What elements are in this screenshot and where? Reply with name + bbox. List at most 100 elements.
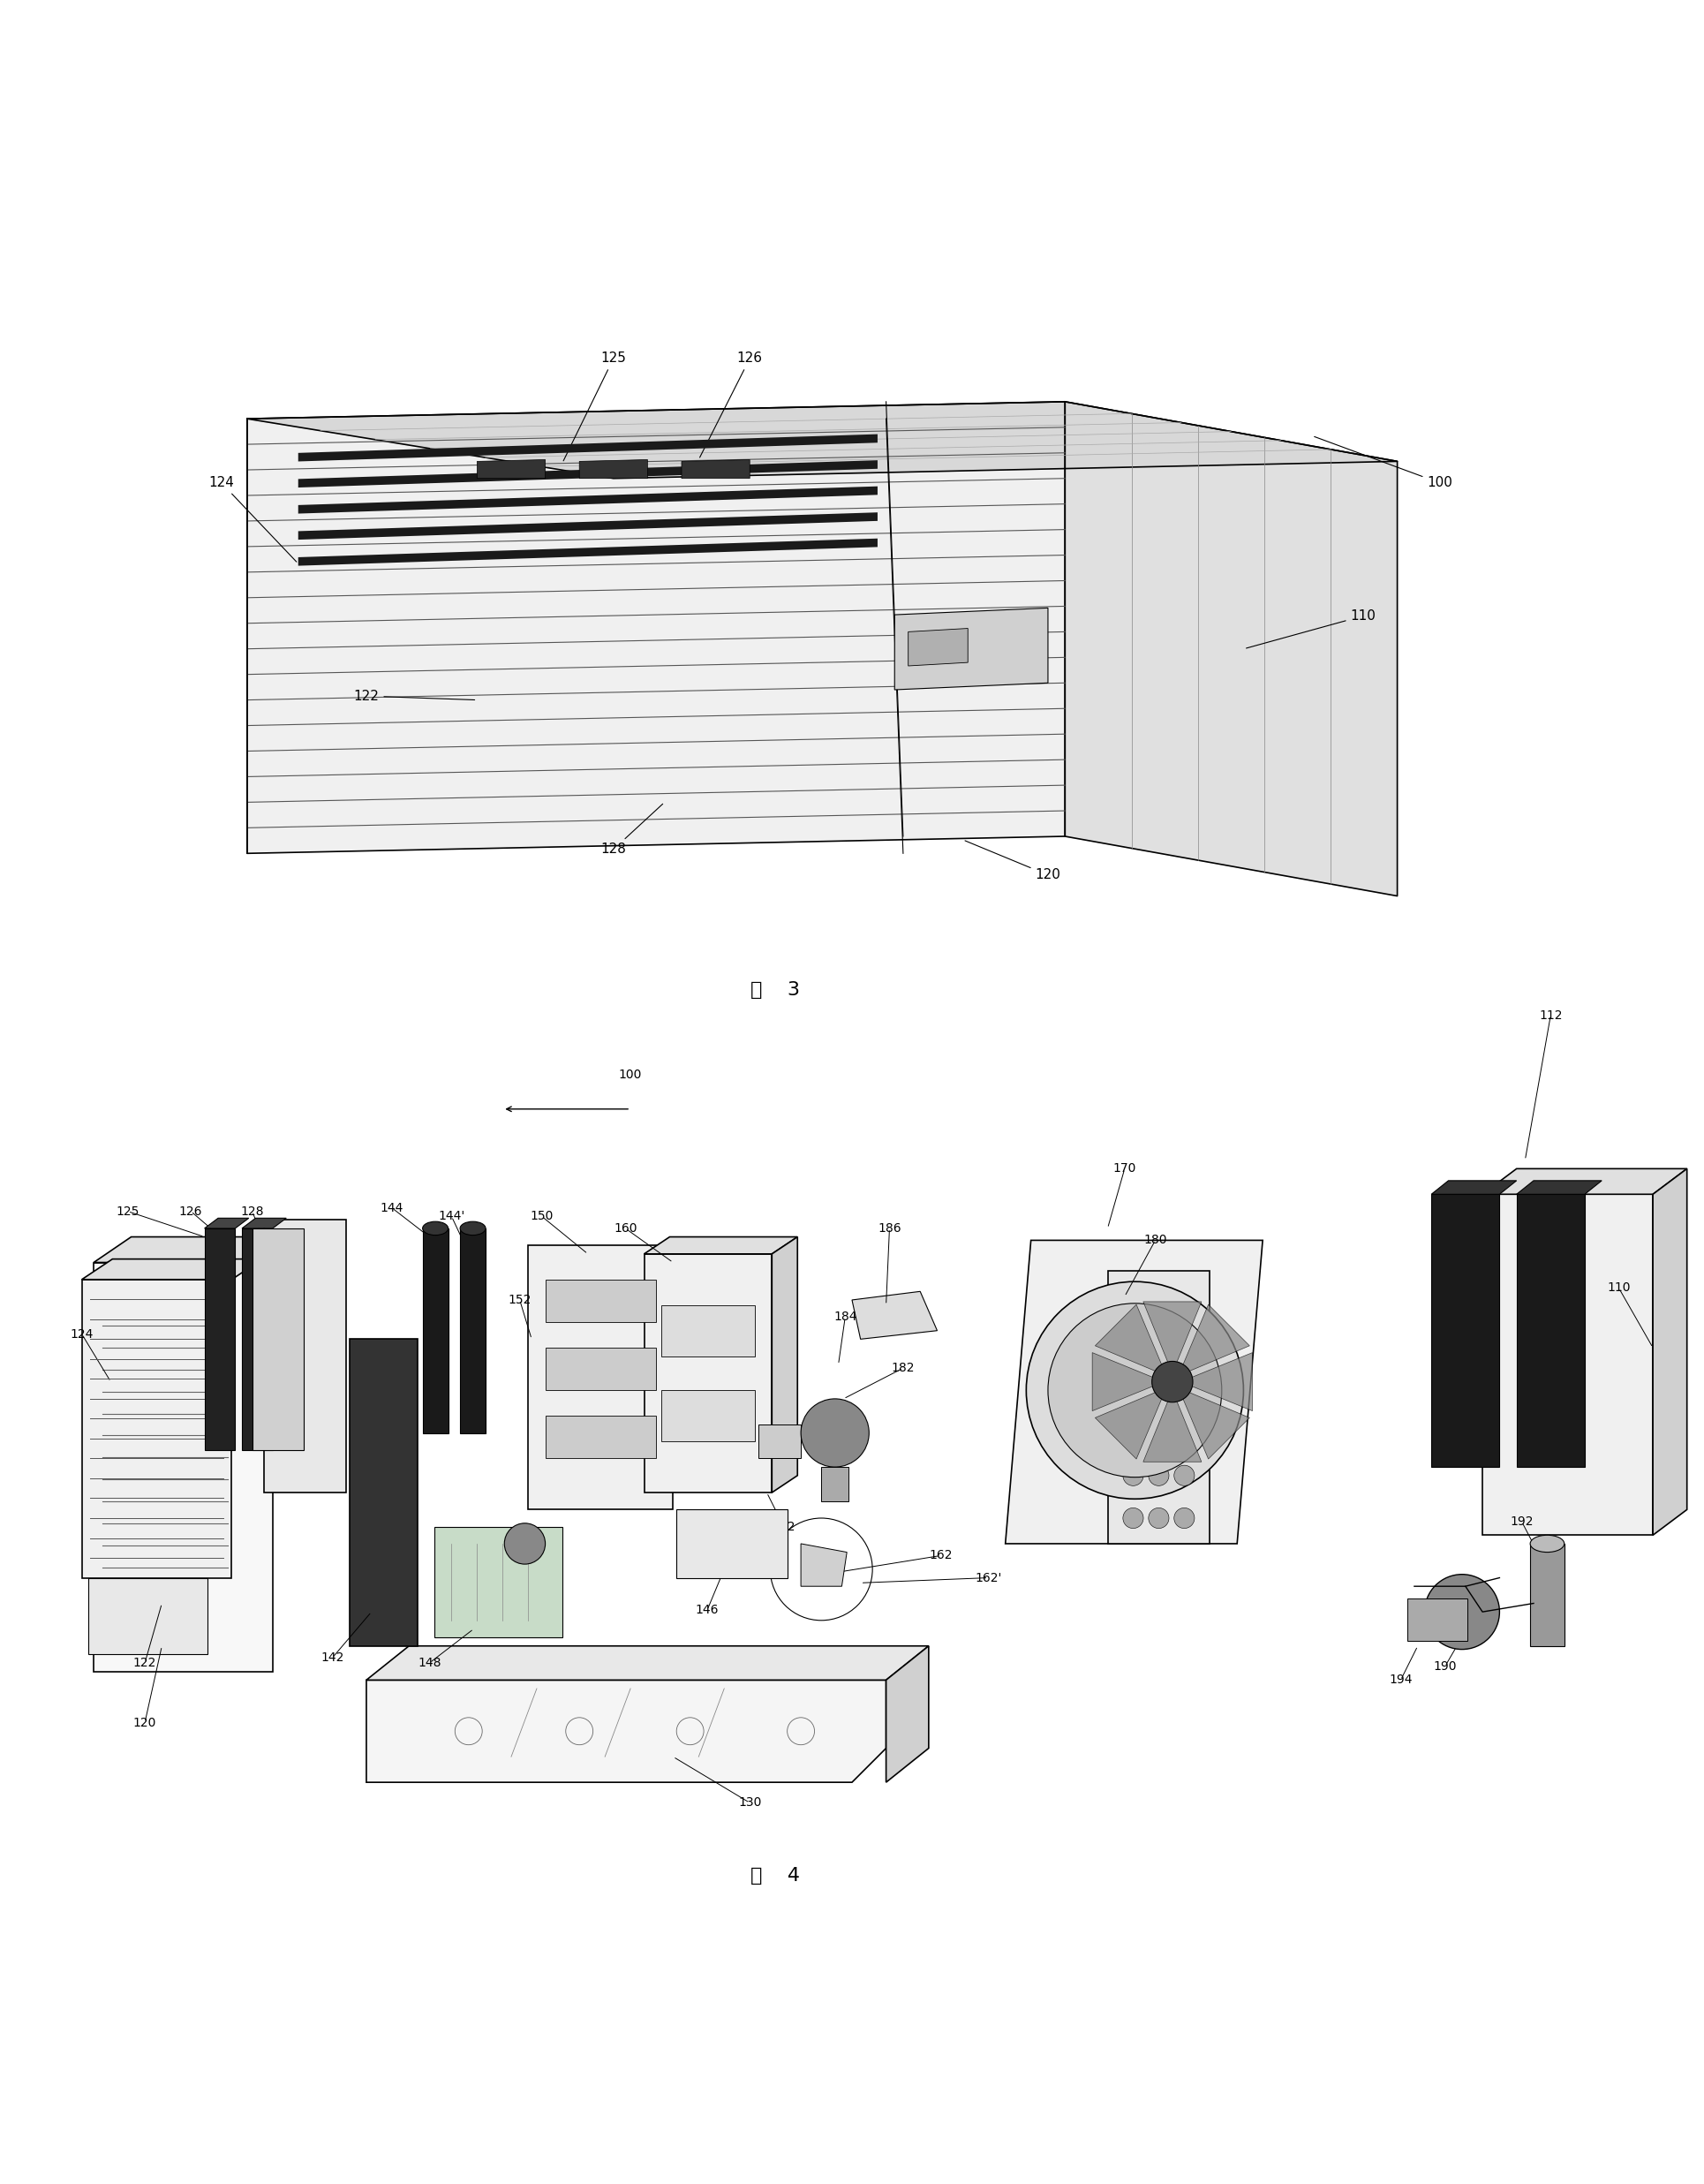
Polygon shape xyxy=(661,1391,755,1441)
Text: 120: 120 xyxy=(964,841,1060,882)
Polygon shape xyxy=(435,1527,562,1638)
Polygon shape xyxy=(1482,1168,1687,1195)
Polygon shape xyxy=(204,1227,235,1450)
Text: 162': 162' xyxy=(975,1572,1002,1583)
Circle shape xyxy=(1123,1380,1143,1400)
Circle shape xyxy=(1148,1422,1169,1444)
Polygon shape xyxy=(94,1236,310,1262)
Circle shape xyxy=(1048,1304,1222,1476)
Text: 162: 162 xyxy=(772,1520,796,1533)
Polygon shape xyxy=(298,487,878,513)
Text: 190: 190 xyxy=(1433,1660,1457,1673)
Polygon shape xyxy=(204,1219,249,1227)
Circle shape xyxy=(1123,1337,1143,1358)
Circle shape xyxy=(1425,1575,1500,1649)
Polygon shape xyxy=(1517,1182,1602,1195)
Polygon shape xyxy=(644,1236,797,1254)
Polygon shape xyxy=(247,402,1065,854)
Polygon shape xyxy=(298,435,878,461)
Polygon shape xyxy=(82,1280,232,1577)
Text: 144': 144' xyxy=(438,1210,465,1223)
Text: 182: 182 xyxy=(891,1363,915,1374)
Text: 146: 146 xyxy=(695,1603,719,1616)
Polygon shape xyxy=(1179,1387,1249,1459)
Circle shape xyxy=(1174,1507,1195,1529)
Text: 126: 126 xyxy=(179,1206,203,1216)
Text: 124: 124 xyxy=(70,1328,94,1341)
Polygon shape xyxy=(298,461,878,487)
Circle shape xyxy=(801,1398,869,1468)
Text: 122: 122 xyxy=(354,690,475,703)
Polygon shape xyxy=(661,1306,755,1356)
Polygon shape xyxy=(801,1544,847,1586)
Polygon shape xyxy=(1092,1352,1164,1411)
Text: 128: 128 xyxy=(240,1206,264,1216)
Polygon shape xyxy=(528,1245,673,1509)
Polygon shape xyxy=(1143,1391,1201,1461)
Polygon shape xyxy=(821,1468,849,1500)
Text: 100: 100 xyxy=(619,1068,642,1081)
Polygon shape xyxy=(1653,1168,1687,1535)
Polygon shape xyxy=(1530,1544,1564,1647)
Text: 110: 110 xyxy=(1246,609,1375,649)
Circle shape xyxy=(1123,1422,1143,1444)
Polygon shape xyxy=(1108,1271,1210,1544)
Polygon shape xyxy=(1065,402,1397,895)
Polygon shape xyxy=(1005,1241,1263,1544)
Polygon shape xyxy=(908,629,968,666)
Polygon shape xyxy=(89,1577,208,1655)
Text: 184: 184 xyxy=(833,1310,857,1324)
Polygon shape xyxy=(1096,1304,1166,1376)
Polygon shape xyxy=(886,1647,929,1782)
Ellipse shape xyxy=(1530,1535,1564,1553)
Polygon shape xyxy=(895,607,1048,690)
Text: 162: 162 xyxy=(929,1548,953,1562)
Text: 142: 142 xyxy=(320,1651,344,1664)
Polygon shape xyxy=(545,1348,656,1391)
Polygon shape xyxy=(1482,1195,1653,1535)
Polygon shape xyxy=(264,1221,346,1492)
Text: 130: 130 xyxy=(738,1797,762,1808)
Circle shape xyxy=(1123,1507,1143,1529)
Polygon shape xyxy=(682,459,750,478)
Ellipse shape xyxy=(460,1221,486,1236)
Circle shape xyxy=(504,1522,545,1564)
Polygon shape xyxy=(94,1262,273,1671)
Polygon shape xyxy=(772,1236,797,1492)
Polygon shape xyxy=(247,402,1397,478)
Polygon shape xyxy=(1408,1599,1467,1640)
Polygon shape xyxy=(252,1227,303,1450)
Text: 125: 125 xyxy=(116,1206,140,1216)
Text: 125: 125 xyxy=(564,352,625,461)
Text: 188: 188 xyxy=(1079,1345,1102,1356)
Circle shape xyxy=(1174,1465,1195,1485)
Text: 124: 124 xyxy=(210,476,296,561)
Circle shape xyxy=(1148,1507,1169,1529)
Polygon shape xyxy=(1143,1302,1201,1374)
Text: 图    3: 图 3 xyxy=(750,981,801,998)
Circle shape xyxy=(1148,1337,1169,1358)
Text: 160: 160 xyxy=(613,1223,637,1234)
Text: 100: 100 xyxy=(1314,437,1452,489)
Text: 194: 194 xyxy=(1389,1673,1413,1686)
Polygon shape xyxy=(579,459,648,478)
Polygon shape xyxy=(758,1424,801,1459)
Text: 112: 112 xyxy=(1539,1009,1563,1022)
Polygon shape xyxy=(1096,1387,1166,1459)
Text: 122: 122 xyxy=(133,1658,157,1669)
Polygon shape xyxy=(460,1227,486,1433)
Text: 126: 126 xyxy=(700,352,763,456)
Circle shape xyxy=(1152,1361,1193,1402)
Polygon shape xyxy=(366,1647,929,1679)
Circle shape xyxy=(1174,1422,1195,1444)
Text: 152: 152 xyxy=(508,1293,532,1306)
Text: 图    4: 图 4 xyxy=(750,1867,801,1885)
Polygon shape xyxy=(676,1509,787,1577)
Polygon shape xyxy=(298,539,878,566)
Circle shape xyxy=(1148,1380,1169,1400)
Circle shape xyxy=(1026,1282,1244,1498)
Text: 180: 180 xyxy=(1143,1234,1167,1247)
Polygon shape xyxy=(242,1227,273,1450)
Circle shape xyxy=(1148,1465,1169,1485)
Text: 150: 150 xyxy=(530,1210,554,1223)
